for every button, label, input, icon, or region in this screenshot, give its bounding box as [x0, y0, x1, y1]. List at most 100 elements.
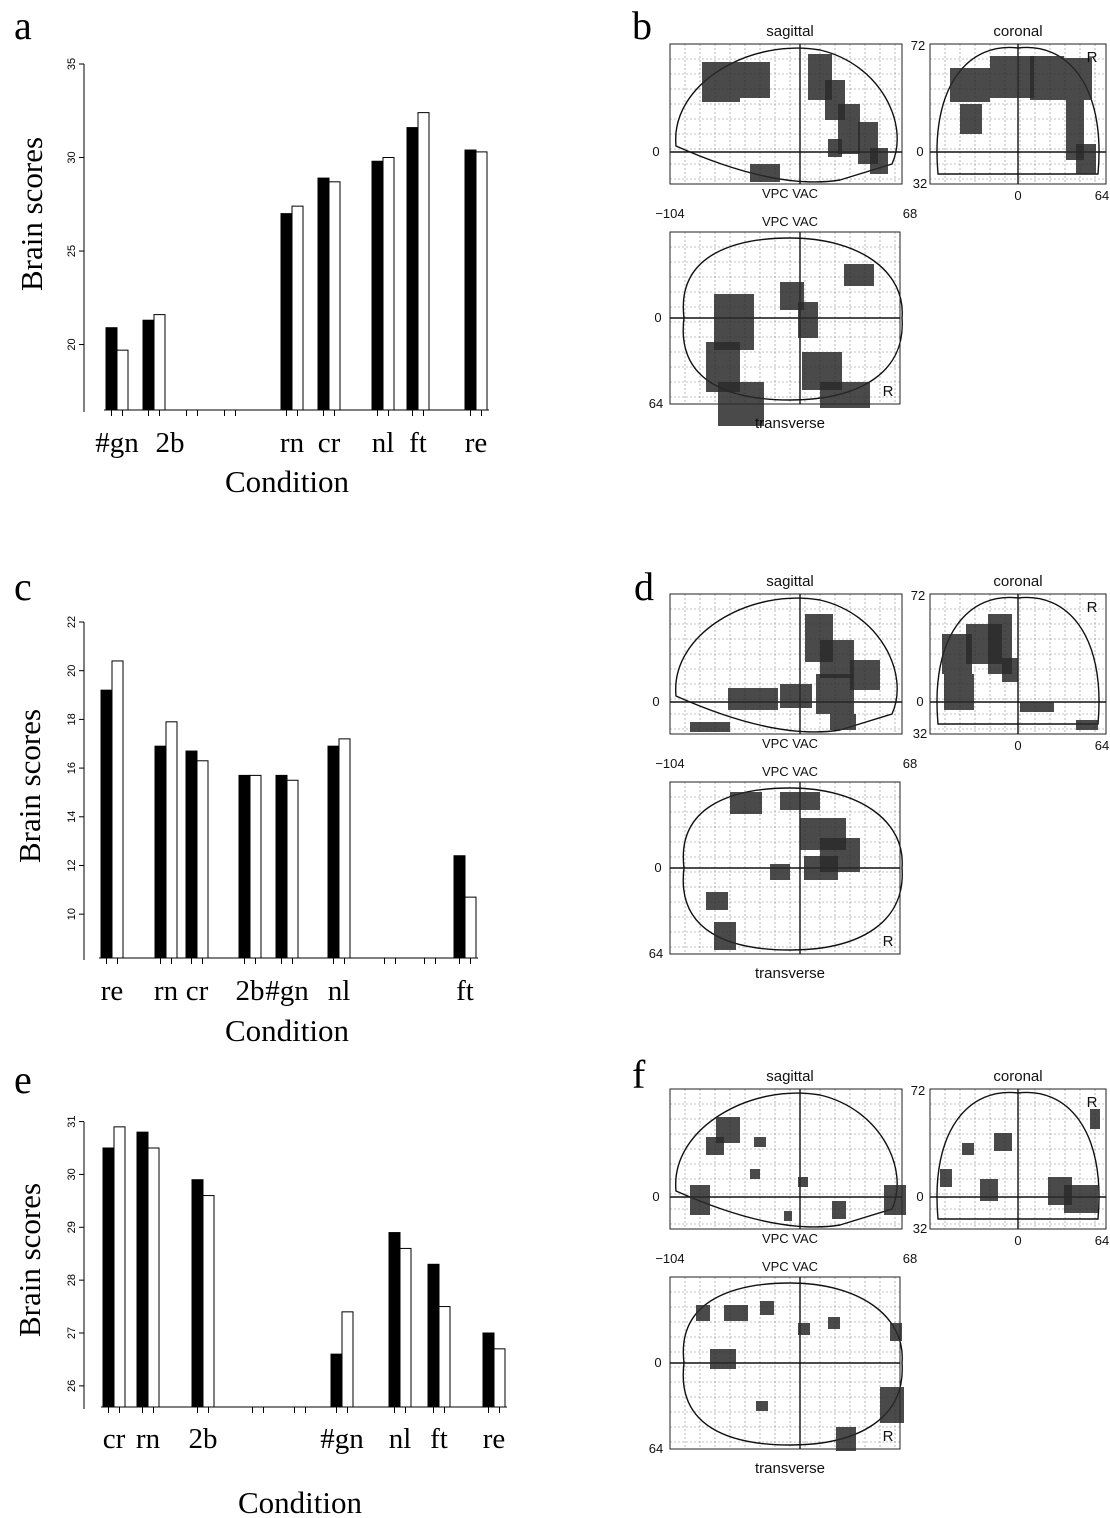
activation-blob: [710, 1349, 736, 1369]
y-axis-label: Brain scores: [14, 137, 49, 291]
activation-blob: [718, 382, 764, 426]
panel-label-e: e: [14, 1057, 32, 1102]
transverse-zero-label: 0: [654, 310, 661, 325]
activation-blob: [804, 856, 838, 880]
category-label: nl: [389, 1423, 412, 1455]
category-label: re: [101, 975, 124, 1007]
activation-blob: [750, 1169, 760, 1179]
y-axis: 26 27 28 29 30 31: [66, 1115, 507, 1409]
view-frame: [669, 43, 903, 185]
sagittal-max-label: 68: [903, 756, 917, 771]
transverse-label: transverse: [755, 415, 825, 432]
transverse-label: transverse: [755, 965, 825, 982]
activation-blob: [960, 104, 982, 134]
category-label: 2b: [189, 1423, 218, 1455]
category-label: rn: [154, 975, 179, 1007]
glass-brain-views: sagittal VPC VAC 0 −104 68 coronal 72 0 32 0 64 R VP…: [649, 23, 1109, 432]
activation-blob: [690, 1185, 710, 1215]
glass-brain-b: sagittal VPC VAC 0 −104 68 coronal 72 0 32 0 64 R VP…: [649, 23, 1109, 432]
x-axis-label: Condition: [225, 1013, 350, 1048]
bar-chart-e: 26 27 28 29 30 31 cr rn 2b #gn nl ft re Brain score…: [12, 1115, 507, 1518]
category-label: cr: [186, 975, 209, 1007]
bars: [100, 660, 477, 964]
category-label: cr: [318, 427, 341, 459]
coronal-zero-label: 0: [916, 694, 923, 709]
coronal-top-label: 72: [911, 588, 925, 603]
activation-blob: [944, 674, 974, 710]
bar-white: [116, 349, 129, 411]
bar-black: [280, 213, 293, 411]
bar-chart-c: 10 12 14 16 18 20 22 re rn cr 2b #gn nl ft Brain sco…: [12, 616, 478, 1048]
panel-label-d: d: [634, 564, 654, 609]
bar-white: [417, 112, 430, 411]
bar-white: [165, 721, 178, 959]
activation-blob: [780, 792, 820, 810]
transverse-r-label: R: [883, 1428, 894, 1445]
coronal-r-label: R: [1087, 49, 1098, 66]
bar-black: [238, 774, 251, 959]
category-label: #gn: [265, 975, 309, 1007]
activation-blob: [702, 62, 740, 102]
sagittal-label: sagittal: [766, 573, 814, 590]
bar-white: [399, 1247, 412, 1408]
category-label: #gn: [320, 1423, 364, 1455]
activation-blob: [816, 674, 854, 714]
category-label: re: [465, 427, 488, 459]
bar-white: [475, 151, 488, 411]
activation-blob: [1030, 56, 1064, 100]
activation-blob: [950, 68, 990, 102]
bar-black: [406, 127, 419, 411]
coronal-bottom-label: 32: [913, 726, 927, 741]
y-tick-label: 27: [66, 1327, 78, 1339]
bar-white: [438, 1306, 451, 1408]
category-label: 2b: [156, 427, 185, 459]
y-tick-label: 30: [66, 1168, 78, 1180]
activation-blob: [1064, 1185, 1098, 1213]
coronal-max-label: 64: [1095, 188, 1109, 203]
coronal-bottom-label: 32: [913, 176, 927, 191]
y-axis: 20 25 30 35: [66, 58, 489, 412]
bar-white: [153, 314, 166, 411]
activation-blob: [690, 722, 730, 732]
bar-white: [291, 205, 304, 411]
bar-black: [464, 149, 477, 411]
y-tick-label: 14: [66, 811, 78, 823]
activation-blob: [780, 684, 812, 708]
glass-brain-d: sagittal VPC VAC 0 −104 68 coronal 72 0 32 0 64 R VP…: [649, 573, 1109, 982]
activation-blob: [798, 302, 818, 338]
coronal-top-label: 72: [911, 38, 925, 53]
sagittal-max-label: 68: [903, 1251, 917, 1266]
y-tick-label: 28: [66, 1274, 78, 1286]
bar-white: [202, 1195, 215, 1408]
coronal-r-label: R: [1087, 599, 1098, 616]
x-axis-label: Condition: [238, 1485, 363, 1518]
y-tick-label: 22: [66, 616, 78, 628]
bar-black: [142, 319, 155, 411]
activation-blob: [980, 1179, 998, 1201]
bar-white: [113, 1126, 126, 1408]
y-tick-label: 31: [66, 1115, 78, 1127]
y-tick-label: 25: [66, 245, 78, 257]
activation-blob: [784, 1211, 792, 1221]
category-labels: #gn 2b rn cr nl ft re: [95, 427, 487, 459]
bar-white: [286, 779, 299, 959]
activation-blob: [820, 640, 854, 678]
view-frame: [669, 1088, 903, 1230]
vpc-vac-label: VPC VAC: [762, 736, 818, 751]
sagittal-zero-label: 0: [652, 1189, 659, 1204]
view-frame: [669, 593, 903, 735]
activation-blob: [1090, 1109, 1100, 1129]
activation-blob: [724, 1305, 748, 1321]
category-label: ft: [456, 975, 474, 1007]
activation-blob: [962, 1143, 974, 1155]
coronal-max-label: 64: [1095, 1233, 1109, 1248]
sagittal-zero-label: 0: [652, 144, 659, 159]
bar-white: [196, 760, 209, 959]
bar-black: [330, 1353, 343, 1408]
coronal-bottom-label: 32: [913, 1221, 927, 1236]
bar-black: [427, 1263, 440, 1408]
activation-blob: [756, 1401, 768, 1411]
activation-blob: [1020, 702, 1054, 712]
activation-blob: [696, 1305, 710, 1321]
glass-brain-views: sagittal VPC VAC 0 −104 68 coronal 72 0 32 0 64 R VP…: [649, 573, 1109, 982]
